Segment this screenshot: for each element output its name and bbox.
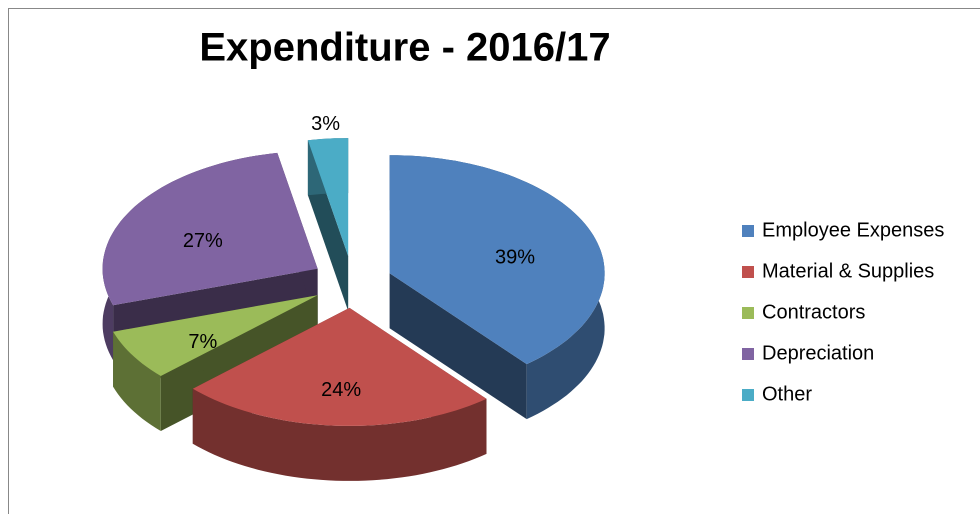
data-label: 24% xyxy=(321,379,361,401)
legend-swatch xyxy=(742,266,754,278)
data-label: 39% xyxy=(495,247,535,269)
pie-slice xyxy=(389,155,605,365)
legend-swatch xyxy=(742,389,754,401)
pie-tops xyxy=(102,138,605,426)
pie-slice xyxy=(113,295,318,376)
slice-side xyxy=(389,273,527,420)
slice-side xyxy=(113,331,161,431)
legend-label: Depreciation xyxy=(762,342,874,364)
legend: Employee Expenses Material & Supplies Cont… xyxy=(742,219,944,405)
data-label: 27% xyxy=(183,230,223,252)
pie-labels: 39% 24% 7% 27% 3% xyxy=(183,113,535,401)
legend-label: Employee Expenses xyxy=(762,219,944,241)
data-label: 3% xyxy=(311,113,340,135)
pie-slice xyxy=(192,307,487,426)
pie-slice xyxy=(102,152,318,306)
legend-swatch xyxy=(742,348,754,360)
data-label: 7% xyxy=(188,331,217,353)
pie-slice xyxy=(307,138,349,257)
legend-label: Other xyxy=(762,383,812,405)
legend-label: Material & Supplies xyxy=(762,260,934,282)
legend-swatch xyxy=(742,307,754,319)
chart-title: Expenditure - 2016/17 xyxy=(199,26,610,70)
legend-label: Contractors xyxy=(762,301,865,323)
slice-side xyxy=(192,388,487,481)
legend-swatch xyxy=(742,225,754,237)
